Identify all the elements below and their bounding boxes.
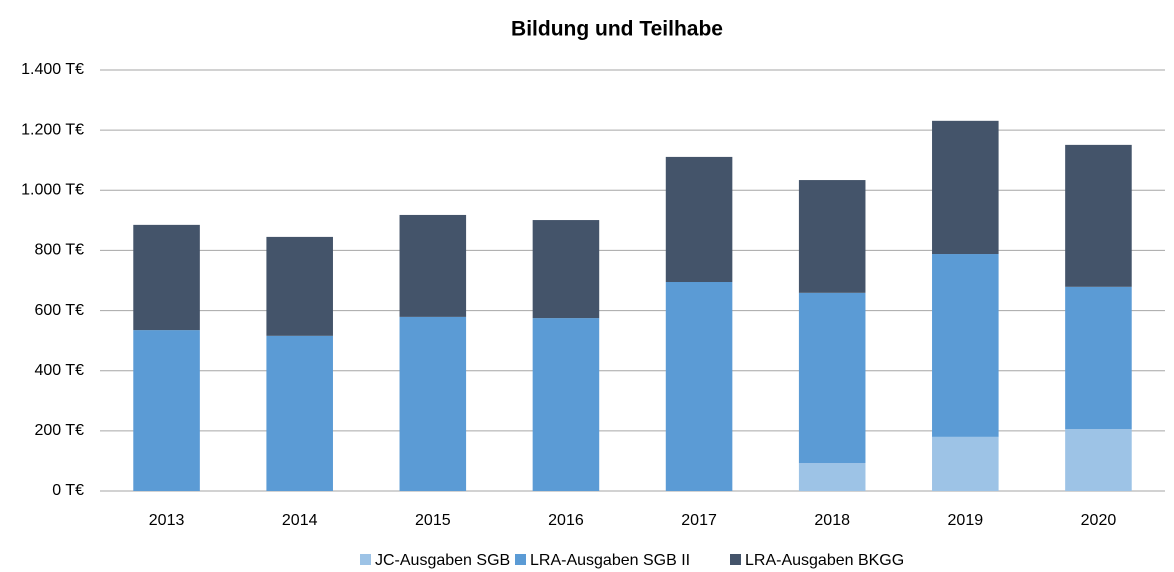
x-tick-label: 2014 xyxy=(282,512,318,529)
x-tick-label: 2018 xyxy=(814,512,850,529)
bar-segment xyxy=(932,254,999,437)
bar-segment xyxy=(532,318,600,491)
bar-segment xyxy=(798,180,866,293)
y-tick-label: 400 T€ xyxy=(34,362,84,379)
bar-segment xyxy=(133,330,200,491)
legend-swatch xyxy=(360,554,371,565)
bar-segment xyxy=(1065,286,1132,430)
bar-segment xyxy=(798,463,866,491)
bar-segment xyxy=(266,335,333,491)
bar-segment xyxy=(532,220,600,319)
y-tick-label: 200 T€ xyxy=(34,422,84,439)
y-tick-label: 600 T€ xyxy=(34,302,84,319)
x-tick-label: 2013 xyxy=(149,512,185,529)
y-tick-label: 1.400 T€ xyxy=(21,61,84,78)
y-tick-label: 0 T€ xyxy=(52,482,84,499)
bar-segment xyxy=(665,282,733,491)
bar-segment xyxy=(665,156,733,283)
bar-segment xyxy=(1065,144,1132,287)
legend-swatch xyxy=(730,554,741,565)
x-tick-label: 2020 xyxy=(1081,512,1117,529)
bar-segment xyxy=(133,224,200,331)
chart-title: Bildung und Teilhabe xyxy=(511,18,723,41)
legend-label: LRA-Ausgaben BKGG xyxy=(745,552,904,569)
bar-segment xyxy=(399,214,467,317)
bar-segment xyxy=(932,436,999,491)
x-tick-label: 2019 xyxy=(948,512,984,529)
legend-label: JC-Ausgaben SGB II xyxy=(375,552,524,569)
bar-segment xyxy=(266,236,333,336)
bar-segment xyxy=(798,292,866,464)
y-tick-label: 800 T€ xyxy=(34,242,84,259)
y-tick-label: 1.200 T€ xyxy=(21,121,84,138)
x-tick-label: 2016 xyxy=(548,512,584,529)
legend-label: LRA-Ausgaben SGB II xyxy=(530,552,690,569)
bar-segment xyxy=(1065,429,1132,491)
bar-segment xyxy=(399,316,467,491)
bar-segment xyxy=(932,120,999,255)
legend-swatch xyxy=(515,554,526,565)
x-tick-label: 2015 xyxy=(415,512,451,529)
y-tick-label: 1.000 T€ xyxy=(21,182,84,199)
x-tick-label: 2017 xyxy=(681,512,717,529)
